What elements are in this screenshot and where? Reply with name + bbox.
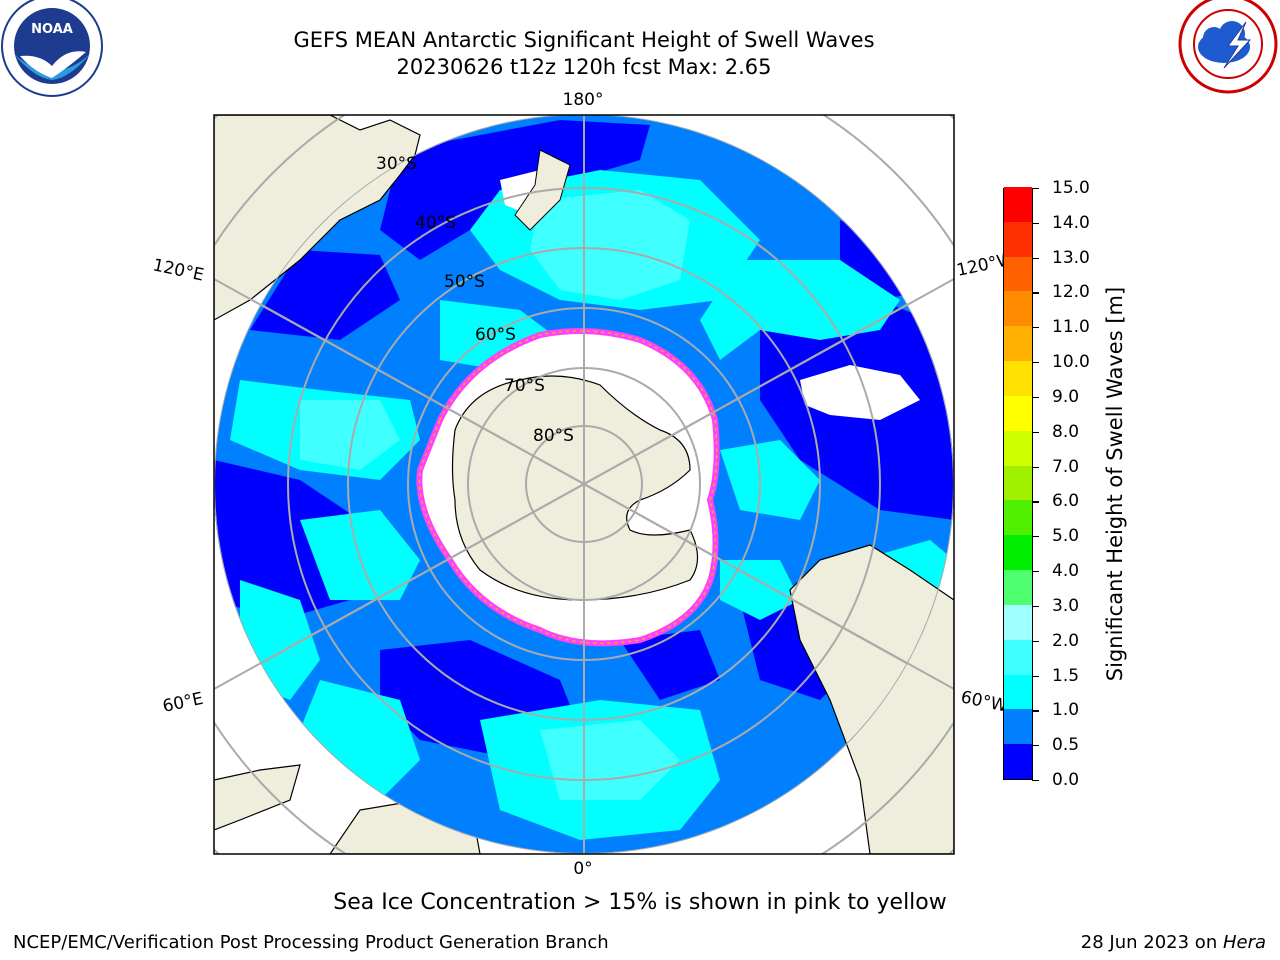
credit-machine: Hera <box>1222 932 1266 953</box>
colorbar-tick <box>1032 501 1039 503</box>
lat-label-30s: 30°S <box>376 154 417 174</box>
noaa-logo-text: NOAA <box>31 22 73 37</box>
chart-title: GEFS MEAN Antarctic Significant Height o… <box>293 28 875 52</box>
colorbar-segment <box>1004 604 1032 640</box>
colorbar-tick-label: 11.0 <box>1052 317 1090 338</box>
colorbar-tick-label: 2.0 <box>1052 630 1080 651</box>
credit-branch: NCEP/EMC/Verification Post Processing Pr… <box>13 932 609 953</box>
colorbar-tick <box>1032 571 1039 573</box>
colorbar-tick <box>1032 466 1039 468</box>
colorbar-segment <box>1004 499 1032 536</box>
colorbar-tick-label: 9.0 <box>1052 386 1080 407</box>
colorbar-segment <box>1004 430 1032 466</box>
colorbar-tick <box>1032 292 1039 294</box>
colorbar-tick-label: 5.0 <box>1052 526 1080 547</box>
colorbar-title: Significant Height of Swell Waves [m] <box>1103 286 1127 682</box>
colorbar-segment <box>1004 325 1032 362</box>
lat-label-70s: 70°S <box>504 376 545 396</box>
colorbar-tick-label: 15.0 <box>1052 178 1090 198</box>
lat-label-40s: 40°S <box>415 213 456 233</box>
lat-label-50s: 50°S <box>444 272 485 292</box>
colorbar-tick <box>1032 710 1039 712</box>
colorbar-tick-label: 12.0 <box>1052 282 1090 303</box>
colorbar-tick <box>1032 222 1039 224</box>
lon-label-0: 0° <box>573 859 592 879</box>
colorbar-tick <box>1032 780 1039 782</box>
colorbar-tick-label: 0.0 <box>1052 770 1080 790</box>
colorbar-segment <box>1004 256 1032 292</box>
colorbar-tick-label: 1.5 <box>1052 665 1080 686</box>
colorbar-tick <box>1032 536 1039 538</box>
colorbar-tick-label: 8.0 <box>1052 421 1080 442</box>
colorbar-segment <box>1004 465 1032 501</box>
colorbar-segment <box>1004 743 1032 779</box>
colorbar-segment <box>1004 290 1032 327</box>
colorbar-tick <box>1032 745 1039 747</box>
colorbar-segment <box>1004 360 1032 396</box>
colorbar-tick-label: 6.0 <box>1052 491 1080 512</box>
lat-label-60s: 60°S <box>475 325 516 345</box>
swell-higher-regions <box>300 190 690 800</box>
colorbar-tick <box>1032 188 1039 190</box>
colorbar-tick <box>1032 362 1039 364</box>
colorbar-tick <box>1032 431 1039 433</box>
colorbar-segment <box>1004 221 1032 257</box>
colorbar-tick-label: 0.5 <box>1052 735 1080 756</box>
sea-ice-footnote: Sea Ice Concentration > 15% is shown in … <box>333 890 947 915</box>
lat-label-80s: 80°S <box>533 426 574 446</box>
colorbar-tick <box>1032 640 1039 642</box>
chart-subtitle: 20230626 t12z 120h fcst Max: 2.65 <box>396 55 772 79</box>
colorbar-tick-label: 3.0 <box>1052 595 1080 616</box>
colorbar-segment <box>1004 639 1032 675</box>
colorbar-segment <box>1004 569 1032 605</box>
lon-label-120e: 120°E <box>151 255 206 285</box>
colorbar-segment <box>1004 534 1032 571</box>
colorbar-tick-label: 7.0 <box>1052 456 1080 477</box>
graticule-outside <box>214 115 954 854</box>
map-frame-border <box>213 114 955 855</box>
colorbar-tick <box>1032 396 1039 399</box>
colorbar-tick-label: 4.0 <box>1052 561 1080 582</box>
lon-label-60w: 60°W <box>959 687 1009 716</box>
lon-label-60e: 60°E <box>161 689 205 717</box>
colorbar-tick <box>1032 327 1039 329</box>
colorbar-tick-label: 14.0 <box>1052 212 1090 233</box>
nws-logo-icon <box>1178 0 1278 94</box>
noaa-logo-icon: NOAA <box>1 0 103 97</box>
credit-date: 28 Jun 2023 on Hera <box>1081 932 1266 953</box>
colorbar <box>1003 186 1033 780</box>
colorbar-tick-label: 10.0 <box>1052 352 1090 373</box>
colorbar-tick <box>1032 675 1039 677</box>
lon-label-180: 180° <box>563 90 604 110</box>
colorbar-tick-label: 13.0 <box>1052 247 1090 268</box>
colorbar-segment <box>1004 395 1032 431</box>
colorbar-tick-label: 1.0 <box>1052 700 1080 721</box>
colorbar-tick <box>1032 605 1039 608</box>
colorbar-segment <box>1004 674 1032 710</box>
colorbar-tick <box>1032 257 1039 259</box>
colorbar-segment <box>1004 708 1032 745</box>
colorbar-segment <box>1004 186 1032 222</box>
credit-date-text: 28 Jun 2023 on <box>1080 932 1223 953</box>
